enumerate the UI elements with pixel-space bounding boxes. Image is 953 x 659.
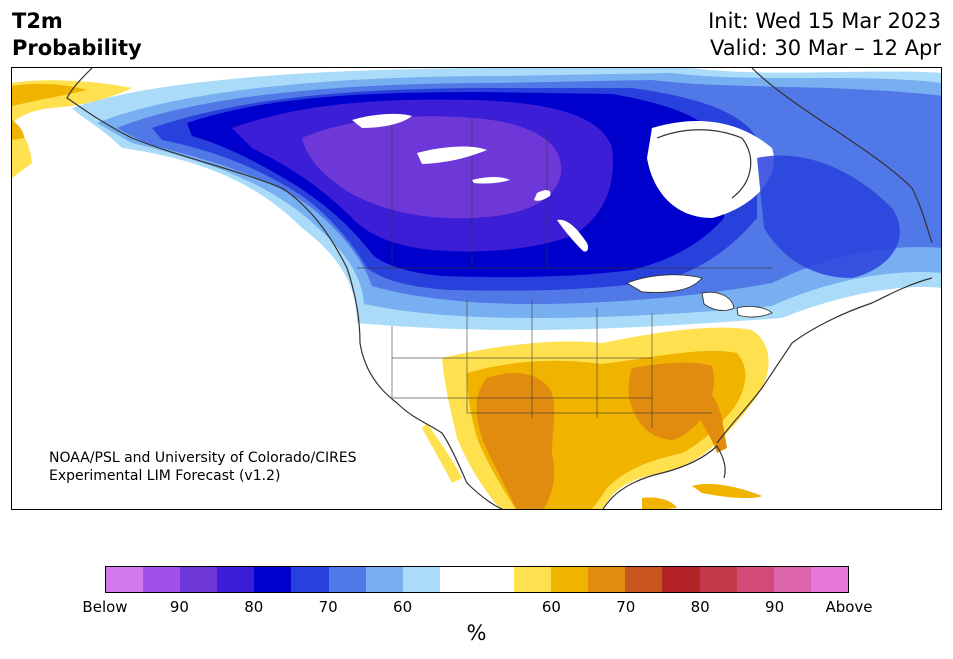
valid-range: Valid: 30 Mar – 12 Apr bbox=[710, 36, 941, 60]
colorbar-segment bbox=[551, 567, 589, 592]
colorbar-tick-label: 80 bbox=[690, 598, 710, 616]
colorbar-segment bbox=[588, 567, 626, 592]
colorbar-segment bbox=[180, 567, 218, 592]
state-province-borders bbox=[357, 118, 772, 428]
colorbar-tick-label: 70 bbox=[616, 598, 636, 616]
colorbar-segment bbox=[514, 567, 552, 592]
colorbar-segment bbox=[254, 567, 292, 592]
lakes bbox=[352, 113, 589, 252]
colorbar-segment bbox=[736, 567, 774, 592]
map-title: T2m Probability bbox=[12, 8, 142, 62]
colorbar-segment bbox=[402, 567, 440, 592]
colorbar-ticks: Below 90 80 70 60 60 70 80 90 Above bbox=[82, 598, 872, 618]
colorbar-tick-label: 60 bbox=[393, 598, 413, 616]
colorbar-segment bbox=[699, 567, 737, 592]
colorbar-tick-label: 60 bbox=[541, 598, 561, 616]
colorbar-tick-label: 90 bbox=[169, 598, 189, 616]
great-lakes bbox=[625, 274, 773, 318]
colorbar-unit-label: % bbox=[466, 621, 487, 645]
forecast-dates: Init: Wed 15 Mar 2023 Valid: 30 Mar – 12… bbox=[708, 8, 941, 62]
credit-line-1: NOAA/PSL and University of Colorado/CIRE… bbox=[49, 450, 357, 466]
colorbar-tick-label: 90 bbox=[765, 598, 785, 616]
colorbar-segment bbox=[217, 567, 255, 592]
title-line-2: Probability bbox=[12, 36, 142, 60]
colorbar-tick-label: Below bbox=[82, 598, 128, 616]
probability-colorbar bbox=[105, 566, 849, 593]
above-normal-region bbox=[422, 327, 769, 509]
init-date: Init: Wed 15 Mar 2023 bbox=[708, 9, 941, 33]
colorbar-segment bbox=[810, 567, 848, 592]
colorbar-segment bbox=[365, 567, 403, 592]
colorbar-segment bbox=[662, 567, 700, 592]
colorbar-segment bbox=[291, 567, 329, 592]
colorbar-tick-label: 80 bbox=[244, 598, 264, 616]
colorbar-segment bbox=[439, 567, 477, 592]
colorbar-segment bbox=[476, 567, 515, 592]
map-canvas bbox=[12, 68, 941, 509]
credit-text: NOAA/PSL and University of Colorado/CIRE… bbox=[49, 449, 357, 485]
colorbar-tick-label: Above bbox=[825, 598, 873, 616]
title-line-1: T2m bbox=[12, 9, 63, 33]
colorbar-segment bbox=[106, 567, 144, 592]
coastlines bbox=[66, 68, 933, 509]
credit-line-2: Experimental LIM Forecast (v1.2) bbox=[49, 468, 281, 484]
forecast-map: NOAA/PSL and University of Colorado/CIRE… bbox=[11, 67, 942, 510]
colorbar-segment bbox=[143, 567, 181, 592]
colorbar-segment bbox=[773, 567, 811, 592]
colorbar-segment bbox=[328, 567, 366, 592]
colorbar-segment bbox=[625, 567, 663, 592]
colorbar-tick-label: 70 bbox=[318, 598, 338, 616]
